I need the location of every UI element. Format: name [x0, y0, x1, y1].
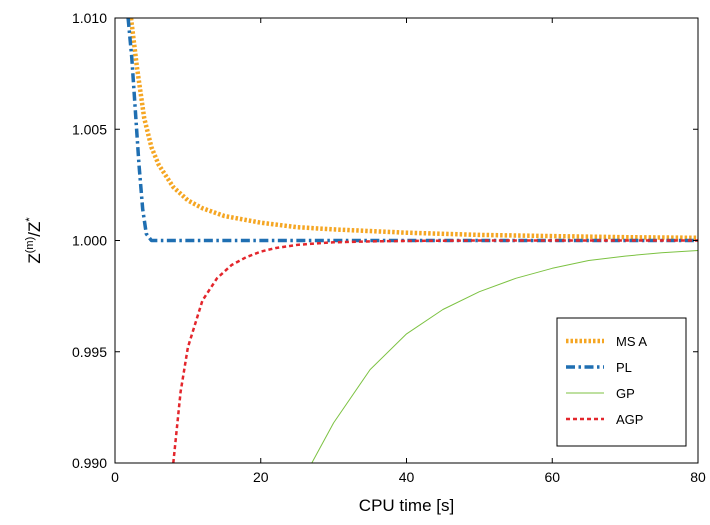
y-tick-label: 1.000	[72, 233, 107, 249]
ticks-layer: 0 20 40 60 80 0.990 0.995 1.000 1.005 1.010	[72, 10, 706, 485]
y-axis-title: Z(m)/Z*	[24, 217, 44, 264]
x-tick-label: 20	[253, 469, 269, 485]
series-line-gp	[311, 250, 698, 463]
x-tick-label: 40	[399, 469, 415, 485]
y-tick-label: 0.995	[72, 344, 107, 360]
x-tick-label: 60	[544, 469, 560, 485]
series-layer	[126, 18, 698, 463]
legend-label: AGP	[616, 412, 643, 427]
y-tick-label: 1.010	[72, 10, 107, 26]
series-line-pl	[126, 18, 698, 243]
legend-box	[556, 317, 687, 447]
y-tick-label: 1.005	[72, 121, 107, 137]
y-axis-title-sup1: (m)	[24, 237, 36, 254]
y-axis-title-sep: /Z	[25, 222, 44, 237]
legend-label: PL	[616, 360, 632, 375]
series-line-ms-a	[128, 18, 698, 241]
x-axis-title: CPU time [s]	[359, 496, 454, 515]
y-tick-label: 0.990	[72, 455, 107, 471]
y-axis-title-sup2: *	[24, 217, 36, 222]
x-tick-label: 80	[690, 469, 706, 485]
series-line-agp	[172, 239, 698, 463]
y-axis-title-main: Z	[25, 253, 44, 263]
legend-label: GP	[616, 386, 635, 401]
legend-label: MS A	[616, 334, 647, 349]
x-tick-label: 0	[111, 469, 119, 485]
legend: MS A PL GP AGP	[556, 317, 687, 447]
